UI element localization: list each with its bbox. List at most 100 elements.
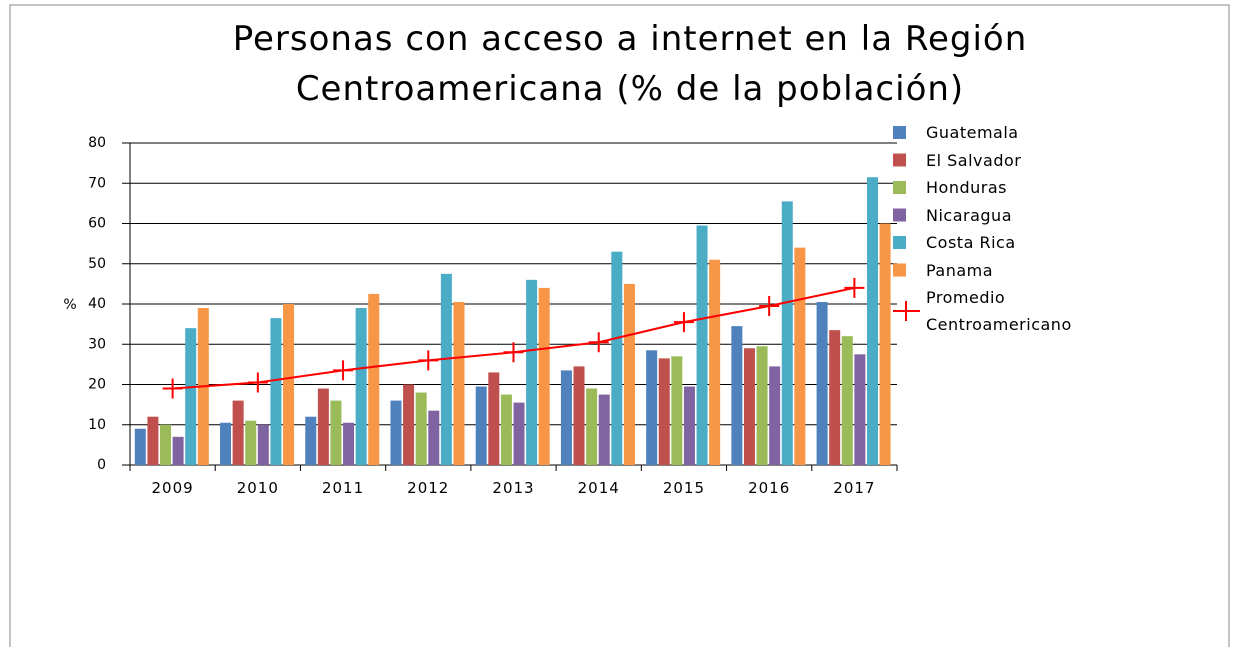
line-marker [247,372,268,393]
bar [245,420,257,465]
legend-swatch [893,208,906,222]
x-tick-label: 2009 [152,479,194,497]
bar [283,304,295,465]
y-tick-label: 60 [88,216,106,232]
bar [390,400,402,465]
line-marker [673,312,694,333]
bar [854,354,866,465]
legend-swatch [893,153,906,167]
line-marker [333,360,354,381]
bar [305,416,317,465]
y-tick-label: 10 [88,417,106,433]
bar [611,251,623,465]
line-marker [844,277,865,298]
legend-label: El Salvador [926,150,1022,170]
x-tick-label: 2014 [578,479,620,497]
y-axis-label: % [63,297,76,313]
bar [756,346,768,465]
bar [769,366,781,465]
x-tick-label: 2010 [237,479,279,497]
bar [440,273,452,465]
legend-label: Costa Rica [926,233,1016,252]
legend-line [893,301,920,321]
legend-label: Promedio Centroamericano [926,288,1072,334]
bar [415,392,427,465]
bar [453,301,465,465]
legend-swatch [893,236,906,249]
bar [781,201,793,466]
legend-label: Panama [926,260,994,280]
bar [538,287,550,465]
bar [343,422,355,465]
bar [500,394,512,465]
bar [134,428,146,465]
bar [709,259,721,465]
bar [317,388,329,465]
title-box: Personas con acceso a internet en la Reg… [232,19,1028,109]
bar [185,328,197,465]
line-marker [503,342,524,363]
frame [9,4,1230,647]
bar [488,372,500,465]
legend-label: Guatemala [926,123,1019,142]
bar [658,358,670,465]
legend-label: Honduras [926,178,1007,197]
line-marker [418,350,439,371]
y-tick-label: 0 [97,457,106,473]
bar [841,336,853,465]
chart-title: Personas con acceso a internet en la Reg… [232,19,1028,109]
y-tick-label: 70 [88,175,106,191]
x-tick-label: 2016 [748,479,790,497]
line-marker [162,378,183,399]
y-tick-label: 20 [88,377,106,393]
legend-label: Nicaragua [926,205,1012,225]
bar [172,436,184,465]
y-tick-label: 40 [88,296,106,312]
bar [879,223,891,465]
bar [586,388,598,465]
bar [598,394,610,465]
line-marker [759,296,780,317]
bar [526,279,538,465]
x-tick-label: 2011 [322,479,364,497]
bar [270,318,282,465]
bar [829,330,841,465]
x-tick-label: 2013 [492,479,534,497]
y-tick-label: 50 [88,256,106,272]
bar [731,326,743,465]
y-tick-label: 80 [88,135,106,151]
bar [475,386,487,465]
x-tick-label: 2012 [407,479,449,497]
bar [257,424,269,465]
bar [330,400,342,465]
bar [160,424,172,465]
bar [560,370,572,465]
bar [671,356,683,465]
bar [573,366,585,465]
bar [147,416,159,465]
bar [696,225,708,465]
bar [368,293,380,465]
bar [646,350,658,465]
bar [816,301,828,465]
bar [232,400,244,465]
bar [513,402,525,465]
bar [355,308,367,465]
bar [428,410,440,465]
line-marker [588,332,609,353]
bar [794,247,806,465]
legend-swatch [893,181,906,194]
bar [866,177,878,465]
y-tick-label: 30 [88,336,106,352]
bar [403,384,415,465]
bar [220,422,232,465]
legend-swatch [893,126,906,139]
x-tick-label: 2017 [833,479,875,497]
x-tick-label: 2015 [663,479,705,497]
legend-swatch [893,263,906,277]
bar [623,283,635,465]
bar [683,386,695,465]
bar [743,348,755,465]
